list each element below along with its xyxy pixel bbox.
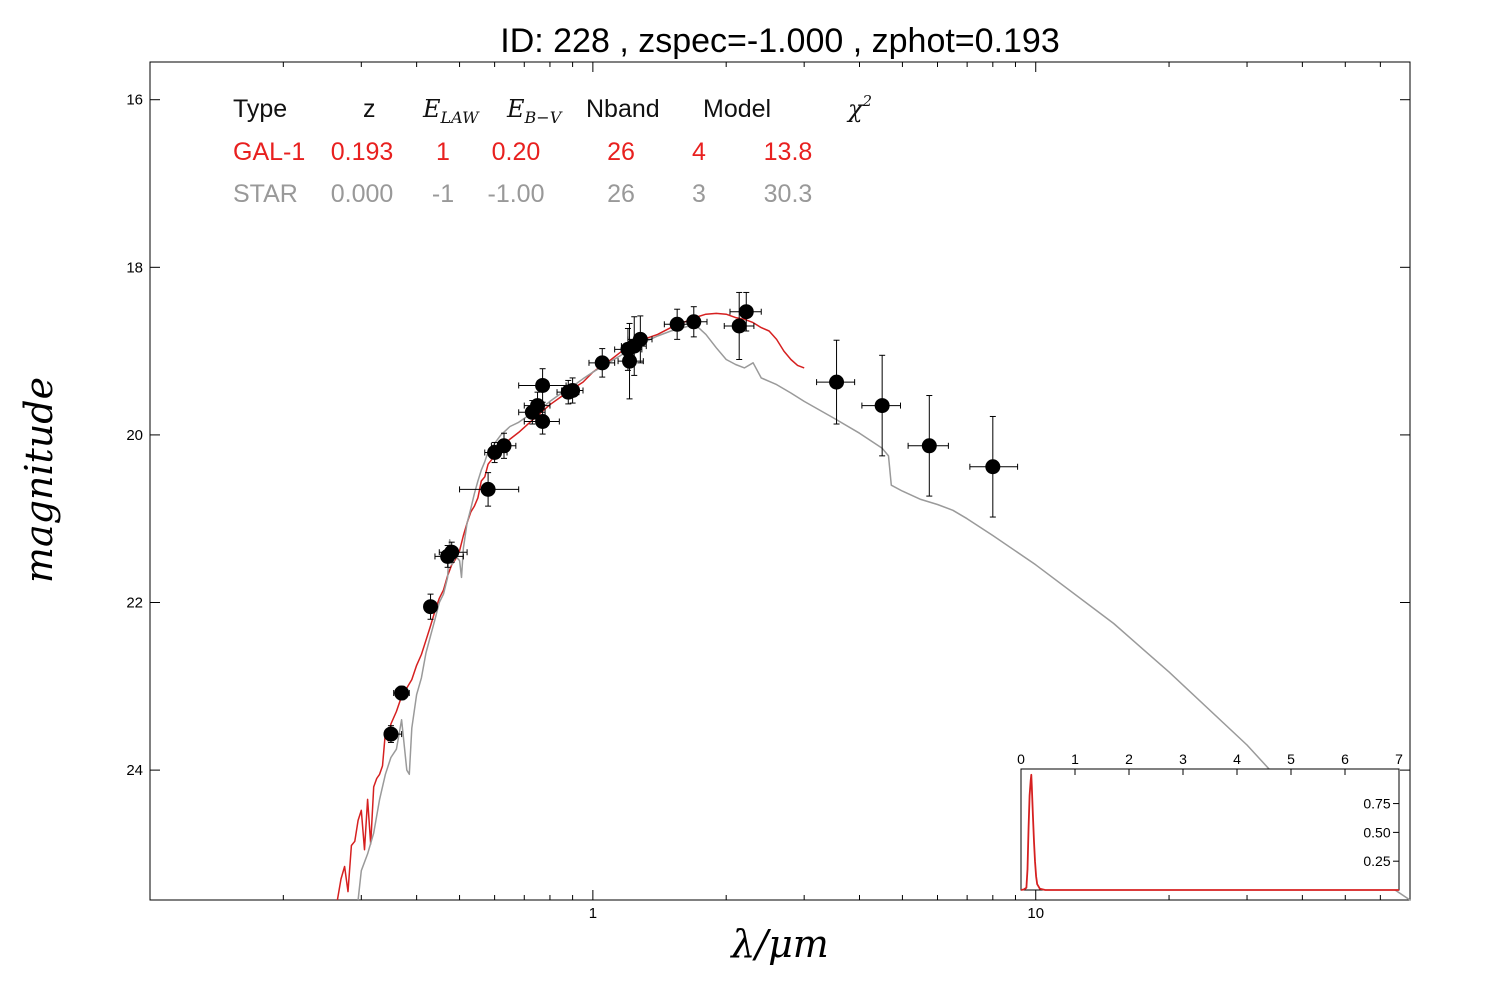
data-point: [423, 599, 439, 615]
y-tick-label: 22: [126, 595, 143, 612]
data-point: [731, 318, 747, 334]
star-row-cell: -1.00: [488, 180, 545, 208]
galaxy-row-cell: 26: [607, 138, 635, 166]
star-row-cell: 0.000: [331, 180, 394, 208]
y-tick-label: 20: [126, 427, 143, 444]
star-row-cell: 30.3: [764, 180, 813, 208]
star-row-cell: STAR: [233, 180, 298, 208]
inset-x-tick-label: 0: [1017, 751, 1025, 767]
data-point: [669, 316, 685, 332]
galaxy-row-cell: 4: [692, 138, 706, 166]
chart-title: ID: 228 , zspec=-1.000 , zphot=0.193: [500, 22, 1060, 60]
data-point: [496, 438, 512, 454]
data-point: [738, 304, 754, 320]
data-point: [632, 331, 648, 347]
galaxy-model-line: [336, 312, 805, 901]
fit-results-table: Type z ELAW EB−V Nband Model χ2 GAL-1 0.1…: [233, 92, 872, 208]
data-point: [444, 544, 460, 560]
data-point: [594, 355, 610, 371]
x-axis-label: λ/μm: [729, 922, 829, 966]
y-tick-label: 24: [126, 762, 143, 779]
table-header-elaw: ELAW: [422, 95, 480, 127]
data-point: [921, 438, 937, 454]
star-model-line: [357, 323, 1411, 901]
x-tick-label: 1: [589, 905, 597, 922]
galaxy-row-cell: 1: [436, 138, 450, 166]
plot-frame: [149, 61, 1411, 901]
y-axis-label: magnitude: [17, 377, 61, 583]
data-point: [565, 382, 581, 398]
model-spectra: [336, 312, 1411, 901]
table-header-type: Type: [233, 95, 287, 123]
data-point: [686, 314, 702, 330]
star-row-cell: 26: [607, 180, 635, 208]
inset-y-tick-label: 0.75: [1363, 796, 1390, 812]
data-point: [383, 726, 399, 742]
table-header-ebv: EB−V: [506, 95, 563, 127]
data-point: [535, 377, 551, 393]
table-header-model: Model: [703, 95, 771, 123]
inset-x-tick-label: 5: [1287, 751, 1295, 767]
data-point: [985, 459, 1001, 475]
galaxy-row-cell: 13.8: [764, 138, 813, 166]
pdz-curve: [1020, 773, 1399, 891]
inset-x-tick-label: 7: [1395, 751, 1403, 767]
x-tick-label: 10: [1027, 905, 1044, 922]
star-row-cell: -1: [432, 180, 454, 208]
galaxy-row-cell: GAL-1: [233, 138, 305, 166]
data-point: [622, 353, 638, 369]
y-tick-label: 18: [126, 259, 143, 276]
inset-y-tick-label: 0.25: [1363, 853, 1390, 869]
data-point: [394, 685, 410, 701]
photometry-points: [383, 291, 1019, 743]
table-header-chi2: χ2: [846, 92, 872, 123]
pdz-inset: 0 1 2 3 4 5 6 7 0.25 0.50 0.75: [1017, 751, 1403, 891]
inset-x-tick-label: 1: [1071, 751, 1079, 767]
data-point: [829, 374, 845, 390]
inset-x-tick-label: 2: [1125, 751, 1133, 767]
table-header-nband: Nband: [586, 95, 660, 123]
data-point: [874, 398, 890, 414]
data-point: [480, 481, 496, 497]
inset-x-tick-label: 6: [1341, 751, 1349, 767]
data-point: [535, 414, 551, 430]
star-row-cell: 3: [692, 180, 706, 208]
axis-labels: λ/μm magnitude: [17, 377, 829, 966]
galaxy-row-cell: 0.20: [492, 138, 541, 166]
y-tick-label: 16: [126, 92, 143, 109]
table-header-z: z: [363, 95, 376, 123]
inset-x-tick-label: 3: [1179, 751, 1187, 767]
inset-y-tick-label: 0.50: [1363, 824, 1390, 840]
galaxy-row-cell: 0.193: [331, 138, 394, 166]
inset-x-tick-label: 4: [1233, 751, 1241, 767]
inset-frame: [1020, 768, 1400, 891]
